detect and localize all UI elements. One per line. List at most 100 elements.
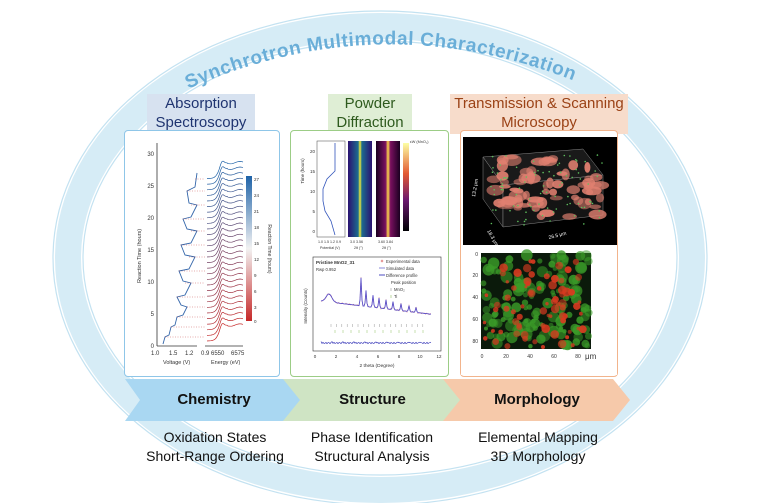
green-region [486,331,495,340]
green-speck [502,188,504,191]
spectrum-line [206,160,244,179]
green-region [555,323,562,330]
red-region [523,264,532,273]
green-speck [523,220,526,223]
tick: 18 [254,225,260,230]
red-region [550,304,560,314]
red-region [499,263,508,272]
particle [583,181,602,189]
green-speck [542,171,544,174]
spectrum-line [206,171,244,191]
green-speck [575,158,577,161]
green-speck [545,191,548,194]
green-speck [563,154,566,157]
chemistry-line2: Short-Range Ordering [146,448,284,464]
green-region [531,318,536,324]
green-speck [500,188,503,191]
red-region [565,335,570,340]
red-region [572,258,579,265]
tick: 1.2 [185,351,194,357]
microscopy-header: Transmission & Scanning Microscopy [450,94,628,134]
red-region [541,345,545,349]
green-region [562,329,567,334]
spectrum-line [206,267,244,286]
tick: 40 [527,354,533,360]
tick: 5 [312,209,315,214]
red-region [482,320,487,325]
green-region [548,260,556,268]
green-speck [598,210,600,212]
tomography-3d: 13.2 μm 18.3 μm 26.5 μm [463,137,617,245]
green-speck [518,187,521,189]
green-region [547,311,559,323]
green-region [576,316,584,324]
spectrum-line [206,278,244,297]
green-speck [584,160,586,163]
spectrum-line [206,211,244,230]
red-region [492,338,499,345]
red-region [510,309,516,315]
green-speck [583,206,586,209]
tick: 0 [151,344,155,350]
morphology-line1: Elemental Mapping [478,429,598,445]
absorption-colorbar [246,176,252,321]
voltage-curve [162,172,198,345]
green-region [521,299,529,306]
absorption-panel: Reaction Time (hours) 0 5 10 15 20 25 30 [124,130,280,377]
tick: 20 [147,216,154,222]
green-speck [591,202,594,205]
spectrum-line [206,177,244,196]
red-region [558,277,565,284]
green-region [518,283,528,293]
absorption-bottom-ticks: 1.0 1.5 1.2 0.9 6550 6575 [151,351,245,357]
diffraction-header: Powder Diffraction [328,94,412,134]
dim-label-a: 13.2 μm [471,178,480,197]
tick: 15 [254,241,260,246]
refinement-plot [312,256,442,352]
particle [562,213,577,220]
red-region [504,294,511,301]
particle [526,199,544,208]
green-speck [492,167,494,169]
green-speck [506,177,509,179]
voltage-label: Voltage (V) [163,360,190,366]
absorption-title-line1: Absorption [165,95,237,112]
red-region [557,339,567,349]
green-speck [576,160,578,162]
spectrum-line [206,183,244,202]
difference-curve [320,341,432,345]
tick: 20 [503,354,509,360]
green-speck [500,185,503,188]
red-region [543,273,550,280]
green-region [510,296,516,302]
diffraction-time-label: Time (hours) [300,158,305,184]
particle [542,180,549,190]
green-speck [556,164,559,166]
tick: 20 [310,149,316,154]
red-region [513,330,521,338]
green-speck [538,203,540,205]
green-speck [565,174,568,177]
green-region [584,257,593,266]
green-speck [515,166,518,169]
particle [588,209,607,220]
green-speck [596,154,599,156]
green-speck [501,183,504,185]
refinement-legend: Experimental data Simulated data Differe… [379,259,420,299]
xlabel: 2θ (°) [354,246,363,250]
green-speck [490,222,493,225]
tick: 12 [436,354,442,359]
red-region [520,304,525,309]
particle [549,195,563,201]
green-region [505,255,514,264]
red-region [527,289,536,298]
particle [552,180,564,189]
intensity-label: Intensity (Counts) [303,288,308,324]
absorption-left-ticks: 0 5 10 15 20 25 30 [147,152,154,350]
green-region [482,306,491,314]
morphology-label: Morphology [494,391,580,408]
tick: 0 [312,229,315,234]
green-speck [501,185,504,188]
green-speck [490,185,492,188]
